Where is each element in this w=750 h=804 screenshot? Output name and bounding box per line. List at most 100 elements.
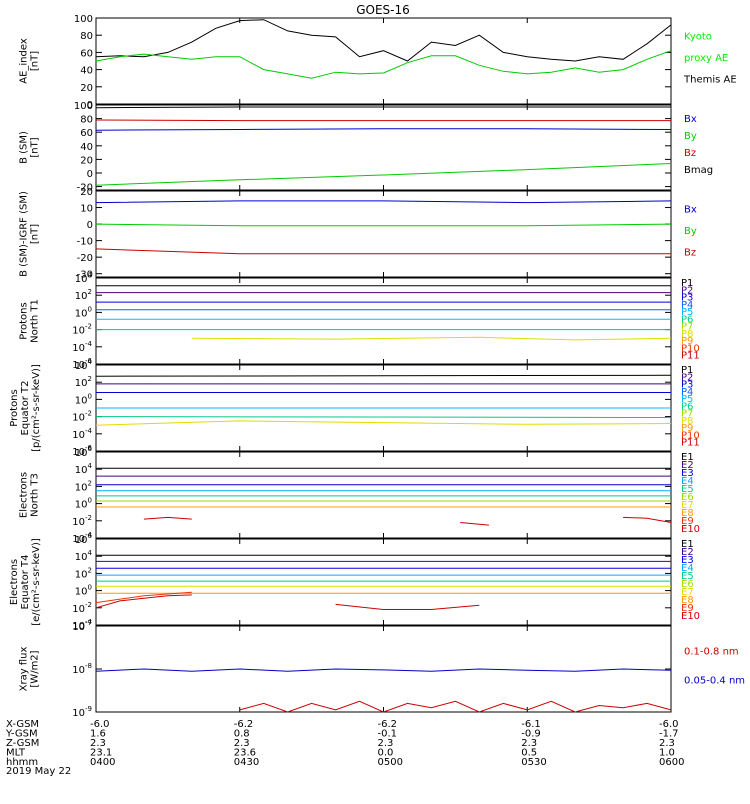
legend-entry: E8	[681, 595, 694, 606]
panel-frame	[95, 17, 672, 105]
y-tick-label: 100	[74, 14, 93, 25]
y-tick-label: 10-4	[72, 531, 92, 545]
legend-entry: E9	[681, 516, 694, 527]
legend-entry: By	[684, 226, 697, 237]
legend-entry: P8	[681, 329, 693, 340]
y-tick-label: 10-4	[72, 618, 92, 632]
panel-frame	[95, 538, 672, 626]
y-tick-label: 100	[75, 392, 92, 406]
legend-entry: P7	[681, 322, 693, 333]
y-axis-label: Electrons	[19, 472, 30, 518]
y-axis-label: B (SM)	[19, 131, 30, 164]
series-line	[95, 128, 672, 131]
y-tick-label: 10-2	[72, 410, 92, 424]
ephemeris-value: 0500	[378, 757, 403, 768]
y-axis-label: Xray flux	[19, 647, 30, 692]
legend-entry: proxy AE	[684, 53, 728, 64]
ephemeris-label: MLT	[6, 748, 26, 759]
panel-frame	[95, 625, 672, 713]
series-line	[95, 223, 672, 227]
ephemeris-value: 0430	[234, 757, 259, 768]
legend-entry: E5	[681, 484, 694, 495]
panel-frame	[95, 277, 672, 365]
ephemeris-label: Y-GSM	[5, 729, 38, 740]
legend-entry: Kyoto	[684, 32, 712, 43]
legend-entry: E8	[681, 508, 694, 519]
y-tick-label: -20	[77, 183, 93, 194]
y-tick-label: 80	[80, 115, 93, 126]
y-tick-label: 10	[80, 204, 93, 215]
legend-entry: E5	[681, 571, 694, 582]
legend-entry: P2	[681, 285, 693, 296]
ephemeris-value: 1.6	[90, 729, 106, 740]
y-axis-label: B (SM)-IGRF (SM)	[19, 191, 30, 277]
y-axis-label: AE_index	[19, 38, 30, 84]
series-line	[95, 374, 672, 377]
y-axis-label: Equator T2	[20, 381, 31, 436]
y-axis-label: [nT]	[30, 51, 41, 71]
y-tick-label: 10-2	[72, 514, 92, 528]
legend-entry: E6	[681, 579, 694, 590]
ephemeris-value: -6.2	[378, 719, 398, 730]
legend-entry: E2	[681, 547, 694, 558]
ephemeris-value: 1.0	[659, 748, 675, 759]
y-tick-label: 0	[87, 169, 93, 180]
series-line	[95, 668, 672, 672]
ephemeris-label: X-GSM	[6, 719, 39, 730]
y-tick-label: 104	[75, 549, 93, 563]
y-tick-label: 100	[75, 497, 92, 511]
series-line	[95, 163, 672, 186]
y-tick-label: 104	[75, 462, 93, 476]
series-line	[95, 416, 672, 418]
y-tick-label: 104	[75, 271, 93, 285]
legend-entry: P11	[681, 438, 700, 449]
series-line	[335, 603, 480, 610]
ephemeris-value: -6.2	[234, 719, 254, 730]
legend-entry: E7	[681, 587, 694, 598]
legend-entry: P9	[681, 336, 693, 347]
y-axis-label: Electrons	[9, 559, 20, 605]
ephemeris-value: 0400	[90, 757, 115, 768]
y-tick-label: -30	[77, 270, 93, 281]
ephemeris-value: -6.1	[521, 719, 541, 730]
y-tick-label: 102	[75, 566, 92, 580]
y-tick-label: 10-4	[72, 427, 92, 441]
y-tick-label: 40	[80, 66, 93, 77]
legend-entry: P4	[681, 300, 693, 311]
panel-frame	[95, 104, 672, 191]
legend-entry: P5	[681, 307, 693, 318]
ephemeris-label: hhmm	[6, 757, 38, 768]
series-line	[191, 336, 672, 341]
ephemeris-value: 0600	[659, 757, 684, 768]
y-tick-label: -10	[77, 237, 93, 248]
y-tick-label: 102	[75, 375, 92, 389]
y-tick-label: 10-7	[72, 619, 92, 633]
legend-entry: Bmag	[684, 165, 713, 176]
series-line	[95, 200, 672, 204]
y-tick-label: 10-4	[72, 340, 92, 354]
legend-entry: E9	[681, 603, 694, 614]
legend-entry: P4	[681, 387, 693, 398]
legend-entry: E1	[681, 539, 694, 550]
y-axis-label: Protons	[9, 389, 20, 426]
legend-entry: P6	[681, 401, 693, 412]
y-axis-label: [p/(cm²-s-sr-keV)]	[31, 364, 42, 452]
legend-entry: Themis AE	[683, 75, 737, 86]
series-line	[95, 420, 672, 426]
y-axis-label: Protons	[19, 302, 30, 339]
legend-entry: E6	[681, 492, 694, 503]
y-tick-label: 80	[80, 31, 93, 42]
ephemeris-value: 0.5	[521, 748, 537, 759]
y-tick-label: 102	[75, 288, 92, 302]
legend-entry: By	[684, 131, 697, 142]
legend-entry: P9	[681, 423, 693, 434]
y-tick-label: 10-8	[72, 662, 92, 676]
plot-title: GOES-16	[356, 3, 410, 17]
ephemeris-value: 0530	[521, 757, 546, 768]
ephemeris-value: 2.3	[378, 738, 394, 749]
legend-entry: E2	[681, 460, 694, 471]
y-tick-label: 10-6	[72, 357, 92, 371]
ephemeris-value: -0.1	[378, 729, 398, 740]
y-tick-label: 100	[74, 101, 93, 112]
